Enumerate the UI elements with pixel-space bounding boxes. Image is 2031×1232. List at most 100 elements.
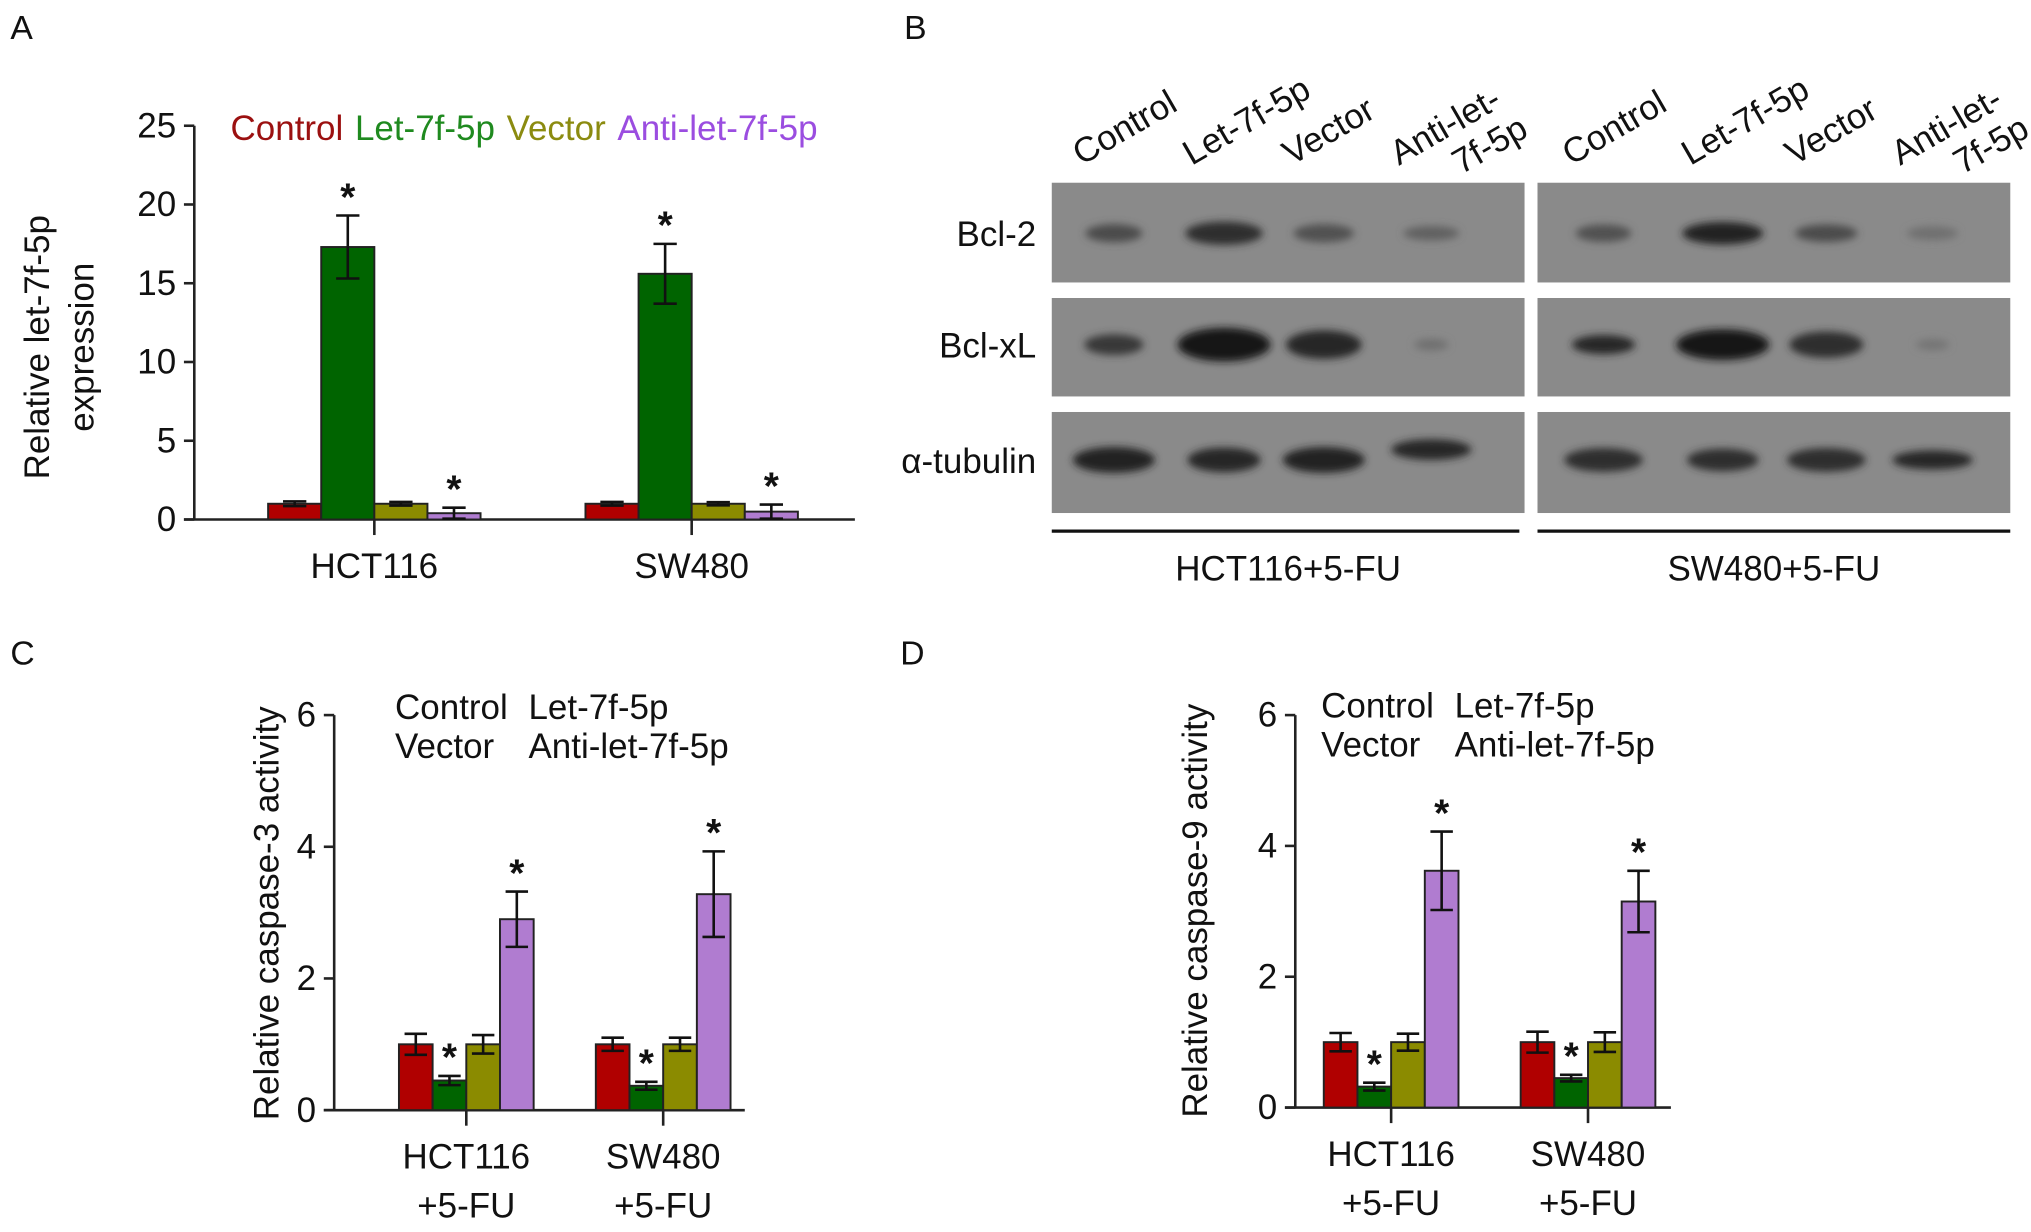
blot-band [1414, 338, 1449, 351]
significance-marker: * [1434, 792, 1450, 835]
y-tick-label: 6 [297, 696, 316, 735]
protein-label: α-tubulin [901, 442, 1036, 481]
y-tick-label: 10 [137, 343, 176, 382]
bar-let-7f-5p [1553, 1077, 1589, 1109]
significance-marker: * [509, 852, 525, 895]
bar-let-7f-5p [320, 246, 376, 521]
y-tick-label: 0 [157, 500, 176, 539]
significance-marker: * [446, 469, 462, 512]
x-tick-label: HCT116 [311, 547, 439, 586]
panel-label-c: C [10, 636, 34, 673]
blot-band [1892, 450, 1973, 470]
blot-band [1177, 327, 1271, 362]
panel-label-d: D [900, 636, 924, 673]
blot-band [1564, 448, 1643, 472]
y-axis-label-line: Relative caspase-9 activity [1176, 703, 1215, 1117]
y-tick-label: 5 [157, 421, 176, 460]
blot-band [1682, 222, 1764, 245]
significance-marker: * [1564, 1036, 1580, 1079]
y-axis-label: Relative let-7f-5p expression [18, 215, 101, 479]
blot-band [1187, 447, 1261, 473]
blot-band [1185, 221, 1263, 245]
y-axis-label-line: Relative let-7f-5p [18, 215, 57, 479]
blot-band [1575, 224, 1632, 242]
y-tick-label: 25 [137, 106, 176, 145]
blot-band [1906, 226, 1959, 241]
y-tick-label: 0 [297, 1091, 316, 1130]
legend-item: Control [395, 688, 508, 727]
y-axis-label-line: expression [62, 263, 101, 432]
x-tick-label: +5-FU [1539, 1184, 1637, 1223]
blot-band [1293, 224, 1355, 243]
blot-band [1286, 330, 1362, 359]
significance-marker: * [658, 205, 674, 248]
legend-item: Anti-let-7f-5p [1455, 726, 1655, 765]
blot-band [1686, 448, 1759, 472]
panel-label-a: A [10, 10, 33, 47]
lane-label: Control [1556, 83, 1673, 173]
y-tick-label: 15 [137, 264, 176, 303]
bar-vector [662, 1043, 698, 1112]
bar-control [1322, 1041, 1359, 1109]
legend-item: Control [1321, 687, 1434, 726]
blot-band [1403, 226, 1460, 241]
chart-d: 0 2 4 6 Relative caspase-9 activity HCT116 +5-… [1176, 687, 1671, 1223]
x-tick-label: SW480 [634, 547, 749, 586]
legend-item: Control [231, 109, 344, 148]
significance-marker: * [639, 1043, 655, 1086]
y-tick-label: 0 [1258, 1088, 1277, 1127]
blot-band [1084, 334, 1144, 356]
bar-let-7f-5p [637, 272, 693, 521]
lane-label-line: Control [1066, 83, 1183, 173]
y-tick-label: 4 [1258, 827, 1277, 866]
legend-item: Vector [395, 727, 494, 766]
x-tick-label: +5-FU [1342, 1184, 1440, 1223]
y-tick-label: 2 [1258, 957, 1277, 996]
group-label: HCT116+5-FU [1175, 549, 1401, 588]
blot-band [1391, 439, 1472, 460]
lane-label: Control [1066, 83, 1183, 173]
significance-marker: * [1367, 1044, 1383, 1087]
protein-label: Bcl-xL [939, 327, 1036, 366]
legend-item: Anti-let-7f-5p [617, 109, 817, 148]
bar-anti-let-7f-5p [499, 918, 535, 1112]
x-tick-label: HCT116 [1327, 1135, 1455, 1174]
legend: Control Let-7f-5p Vector Anti-let-7f-5p [231, 109, 818, 148]
blot-band [1085, 224, 1143, 243]
blot-band [1915, 339, 1950, 351]
legend-item: Vector [1321, 726, 1420, 765]
x-tick-label: HCT116 [402, 1137, 530, 1176]
chart-a: 0 5 10 15 20 25 Relative let-7f-5p expression HC… [18, 106, 855, 586]
legend-item: Vector [507, 109, 606, 148]
significance-marker: * [706, 812, 722, 855]
y-tick-label: 20 [137, 185, 176, 224]
legend-item: Let-7f-5p [1455, 687, 1595, 726]
x-tick-label: SW480 [1531, 1135, 1646, 1174]
bar-vector [1390, 1041, 1426, 1109]
x-tick-label: SW480 [606, 1137, 721, 1176]
chart-c: 0 2 4 6 Relative caspase-3 activity HCT116 +5-… [247, 688, 745, 1226]
x-tick-label: +5-FU [417, 1187, 515, 1226]
blot-band [1789, 331, 1864, 358]
y-axis-label: Relative caspase-3 activity [247, 706, 286, 1120]
legend-item: Let-7f-5p [355, 109, 495, 148]
significance-marker: * [1631, 832, 1647, 875]
significance-marker: * [442, 1037, 458, 1080]
western-blot-b: Bcl-2Bcl-xLα-tubulinHCT116+5-FUControlLe… [901, 69, 2031, 588]
significance-marker: * [764, 465, 780, 508]
bar-control [594, 1043, 631, 1112]
y-axis-label: Relative caspase-9 activity [1176, 703, 1215, 1117]
blot-band [1282, 446, 1365, 473]
y-tick-label: 6 [1258, 696, 1277, 735]
bar-anti-let-7f-5p [1620, 900, 1657, 1109]
legend-item: Anti-let-7f-5p [528, 727, 728, 766]
lane-label-line: Control [1556, 83, 1673, 173]
legend-item: Let-7f-5p [528, 688, 668, 727]
significance-marker: * [340, 176, 356, 219]
blot-band [1571, 335, 1636, 355]
y-axis-label-line: Relative caspase-3 activity [247, 706, 286, 1120]
blot-band [1072, 446, 1155, 473]
blot-band [1787, 448, 1866, 472]
group-label: SW480+5-FU [1667, 549, 1880, 588]
